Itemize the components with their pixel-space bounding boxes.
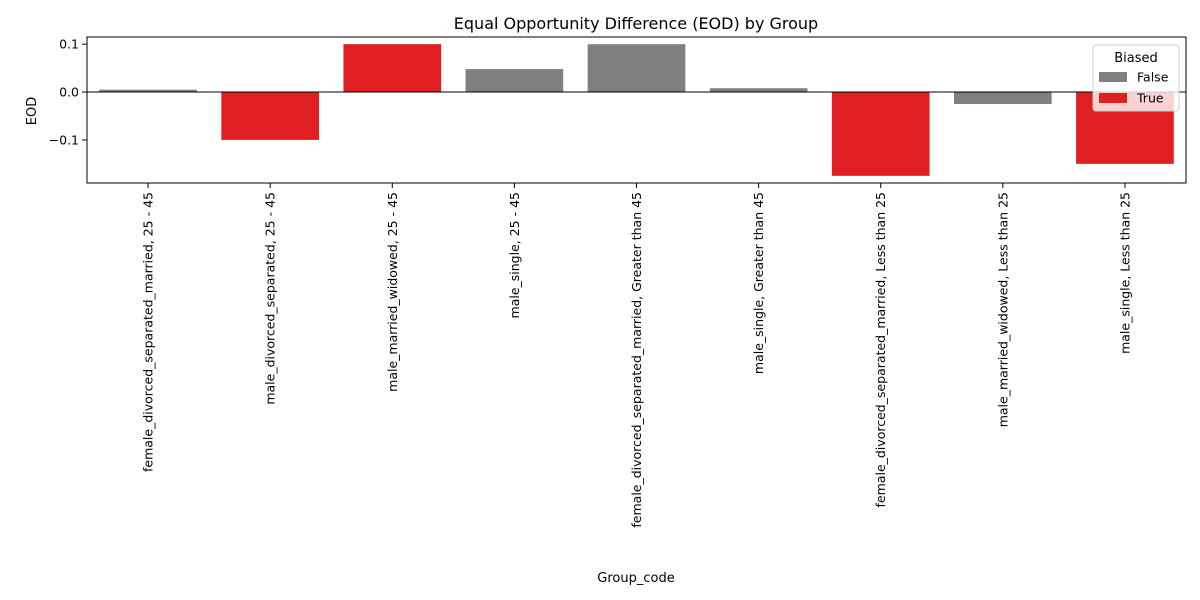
y-axis-label: EOD <box>25 97 40 125</box>
x-tick-label: male_single, 25 - 45 <box>507 192 522 318</box>
bar-3 <box>343 44 442 93</box>
bar-2 <box>221 92 320 140</box>
x-tick-label: male_divorced_separated, 25 - 45 <box>263 192 278 405</box>
x-tick-label: male_single, Greater than 45 <box>751 192 766 374</box>
x-tick-label: male_married_widowed, Less than 25 <box>995 192 1010 427</box>
x-axis-label: Group_code <box>597 571 674 586</box>
x-tick-label: female_divorced_separated_married, 25 - … <box>141 192 156 472</box>
x-tick-label: female_divorced_separated_married, Less … <box>873 192 888 507</box>
legend: Biased False True <box>1092 44 1180 112</box>
y-tick-label: −0.1 <box>49 132 79 147</box>
bar-5 <box>587 44 686 93</box>
bar-7 <box>831 92 930 176</box>
x-tick-label: male_married_widowed, 25 - 45 <box>385 192 400 392</box>
bar-8 <box>953 92 1052 105</box>
plot-area: −0.1 0.0 0.1 female_divorced_separated_marr… <box>49 36 1187 528</box>
y-tick-label: 0.0 <box>59 85 79 100</box>
legend-label-true: True <box>1136 91 1164 106</box>
legend-swatch-true <box>1099 93 1127 103</box>
legend-title: Biased <box>1114 51 1158 66</box>
x-tick-label: female_divorced_separated_married, Great… <box>629 192 644 528</box>
legend-label-false: False <box>1137 70 1169 85</box>
legend-swatch-false <box>1099 72 1127 82</box>
y-tick-label: 0.1 <box>59 37 79 52</box>
x-tick-label: male_single, Less than 25 <box>1117 192 1132 354</box>
bar-6 <box>709 88 808 93</box>
bar-4 <box>465 69 564 93</box>
chart-title: Equal Opportunity Difference (EOD) by Gr… <box>454 14 818 33</box>
bar-1 <box>99 89 197 93</box>
